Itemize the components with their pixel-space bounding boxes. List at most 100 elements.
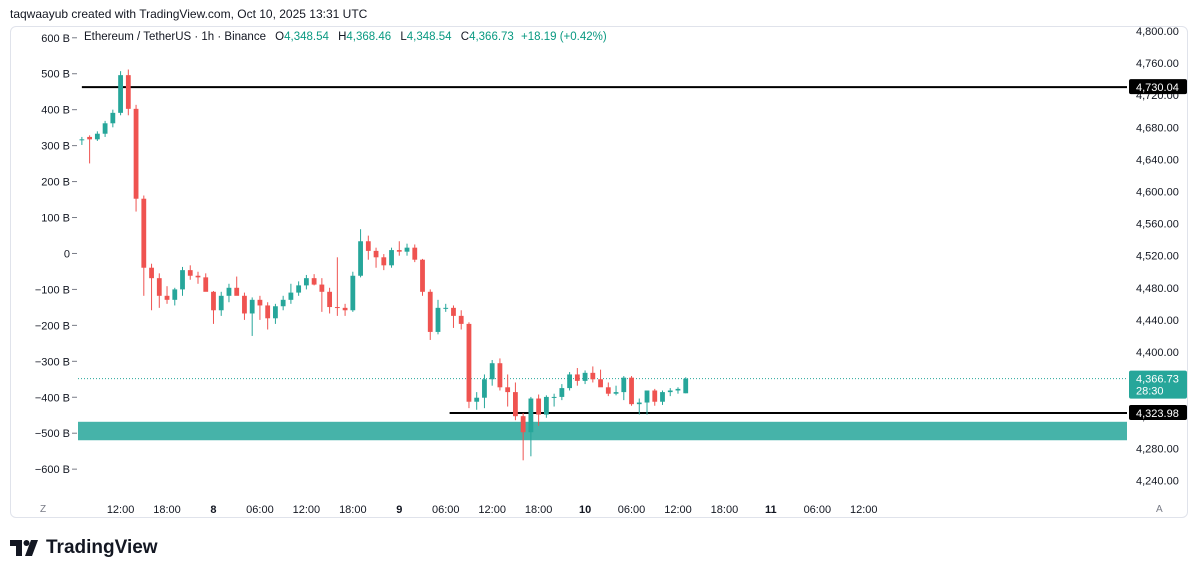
candle-body-13: [180, 270, 185, 290]
candle-body-34: [342, 307, 348, 311]
time-tick-label: 12:00: [850, 504, 878, 516]
candle-body-40: [389, 250, 394, 266]
price-tick-label: 4,640.00: [1136, 154, 1179, 166]
line-price-tag-1-label: 4,323.98: [1136, 408, 1179, 420]
candle-body-5: [118, 75, 123, 113]
time-tick-label: 12:00: [478, 504, 506, 516]
candle-body-32: [327, 291, 333, 308]
time-tick-label: 11: [765, 504, 777, 516]
candle-body-23: [257, 299, 263, 306]
time-tick-label: 10: [579, 504, 591, 516]
candle-body-21: [242, 295, 247, 314]
candle-body-76: [667, 390, 673, 393]
price-tick-label: 4,400.00: [1136, 347, 1179, 359]
legend-high-value: 4,368.46: [346, 31, 392, 43]
candle-body-62: [559, 388, 565, 397]
time-tick-label: 18:00: [339, 504, 367, 516]
price-tick-label: 4,520.00: [1136, 251, 1179, 263]
price-tick-label: 4,240.00: [1136, 475, 1179, 487]
candle-body-3: [102, 123, 108, 134]
legend-low-value: 4,348.54: [406, 31, 452, 43]
candle-body-68: [605, 387, 611, 394]
candle-body-2: [94, 133, 100, 140]
candle-body-55: [505, 387, 511, 393]
candle-body-18: [218, 295, 224, 311]
candle-body-60: [543, 396, 549, 415]
candle-body-45: [427, 291, 433, 332]
candle-body-11: [164, 295, 170, 300]
candle-body-10: [156, 278, 162, 296]
candle-body-17: [211, 291, 216, 311]
candle-body-37: [365, 241, 371, 251]
left-tick-label: 400 B: [41, 105, 70, 117]
timezone-toggle[interactable]: Z: [40, 504, 47, 515]
line-price-tag-0-bg: [1129, 79, 1187, 95]
candle-body-42: [404, 247, 410, 252]
price-tick-label: 4,480.00: [1136, 283, 1179, 295]
candle-body-74: [652, 390, 658, 402]
candle-body-12: [172, 289, 178, 300]
candle-body-19: [226, 287, 232, 296]
line-price-tag-1-bg: [1129, 404, 1187, 420]
line-price-tag-0-label: 4,730.04: [1136, 82, 1179, 94]
time-tick-label: 18:00: [153, 504, 181, 516]
candle-body-27: [288, 292, 294, 300]
left-tick-label: −400 B: [35, 392, 70, 404]
candle-body-63: [567, 374, 572, 389]
chart-legend: Ethereum / TetherUS · 1h · Binance O4,34…: [84, 31, 607, 43]
candle-body-52: [482, 379, 487, 398]
time-tick-label: 9: [396, 504, 402, 516]
candle-body-35: [350, 275, 356, 311]
candle-body-44: [420, 259, 425, 292]
auto-scale-toggle[interactable]: A: [1156, 504, 1163, 515]
candle-body-54: [497, 363, 503, 388]
time-tick-label: 18:00: [711, 504, 739, 516]
candle-body-22: [249, 299, 255, 314]
candle-body-58: [528, 398, 534, 433]
left-tick-label: 500 B: [41, 69, 70, 81]
candle-body-59: [536, 398, 542, 415]
price-tick-label: 4,440.00: [1136, 315, 1179, 327]
price-tick-label: 4,560.00: [1136, 219, 1179, 231]
candle-body-20: [234, 287, 240, 296]
candle-body-72: [636, 402, 642, 405]
candle-body-8: [141, 198, 147, 268]
left-tick-label: 0: [64, 248, 70, 260]
legend-close-value: 4,366.73: [469, 31, 514, 43]
last-price-tag-label: 4,366.73: [1136, 374, 1179, 386]
candle-body-69: [613, 392, 619, 394]
legend-open-label: O: [275, 31, 285, 43]
left-tick-label: 600 B: [41, 33, 70, 45]
candle-body-9: [149, 267, 154, 279]
chart-caption: taqwaayub created with TradingView.com, …: [10, 7, 368, 21]
last-price-tag-countdown: 28:30: [1136, 386, 1164, 398]
tradingview-logo[interactable]: TradingView: [10, 537, 158, 559]
candle-body-43: [412, 247, 418, 260]
price-tick-label: 4,680.00: [1136, 122, 1179, 134]
left-tick-label: −200 B: [35, 320, 70, 332]
time-tick-label: 12:00: [664, 504, 692, 516]
left-tick-label: 300 B: [41, 141, 70, 153]
candle-body-67: [598, 379, 603, 388]
candle-body-51: [474, 397, 480, 402]
candle-body-46: [435, 307, 441, 332]
candle-body-24: [265, 305, 271, 319]
legend-symbol: Ethereum / TetherUS · 1h · Binance: [84, 31, 266, 43]
candle-body-56: [513, 392, 518, 417]
candle-body-33: [334, 307, 340, 309]
candle-body-26: [280, 299, 286, 307]
support-zone: [78, 421, 1127, 441]
legend-open-value: 4,348.54: [284, 31, 329, 43]
candle-body-65: [582, 372, 588, 381]
left-tick-label: −500 B: [35, 428, 70, 440]
candle-body-29: [303, 278, 309, 286]
candle-body-41: [396, 250, 402, 252]
time-tick-label: 06:00: [246, 504, 274, 516]
candle-body-39: [381, 257, 387, 266]
candle-body-31: [319, 284, 325, 292]
price-tick-label: 4,600.00: [1136, 186, 1179, 198]
candle-body-47: [443, 307, 449, 309]
left-tick-label: 200 B: [41, 177, 70, 189]
candle-body-25: [273, 306, 278, 319]
